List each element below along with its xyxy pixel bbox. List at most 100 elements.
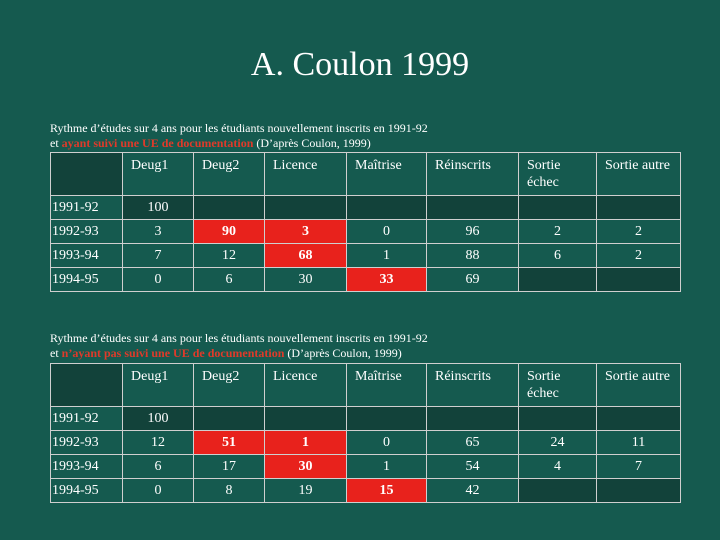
table-row: 1993-94 6 17 30 1 54 4 7 <box>50 454 681 479</box>
table2-header-deug1: Deug1 <box>122 363 194 407</box>
table1-header-sortie-echec: Sortie échec <box>518 152 597 196</box>
table1-cell: 2 <box>518 219 597 244</box>
table1-header-deug1: Deug1 <box>122 152 194 196</box>
table2-cell: 17 <box>193 454 265 479</box>
table1-row-label: 1993-94 <box>50 243 123 268</box>
table1-caption-prefix: et <box>50 136 62 150</box>
table2-cell: 19 <box>264 478 347 503</box>
table2-cell: 100 <box>122 406 194 431</box>
table2-cell: 0 <box>122 478 194 503</box>
table2-cell-highlighted: 15 <box>346 478 427 503</box>
table1-cell-highlighted: 68 <box>264 243 347 268</box>
table1-caption: Rythme d’études sur 4 ans pour les étudi… <box>50 121 690 151</box>
table2-header-sortie-autre: Sortie autre <box>596 363 681 407</box>
table2-cell <box>596 478 681 503</box>
table2-row-label: 1991-92 <box>50 406 123 431</box>
table-row: 1992-93 3 90 3 0 96 2 2 <box>50 219 681 244</box>
table1-cell <box>346 195 427 220</box>
table2-cell: 54 <box>426 454 519 479</box>
table1-cell: 0 <box>346 219 427 244</box>
table1-cell: 100 <box>122 195 194 220</box>
table2-cell: 0 <box>346 430 427 455</box>
table1-header-licence: Licence <box>264 152 347 196</box>
table2-caption: Rythme d’études sur 4 ans pour les étudi… <box>50 331 690 361</box>
table2-header-row: Deug1 Deug2 Licence Maîtrise Réinscrits … <box>50 363 681 407</box>
table-row: 1994-95 0 8 19 15 42 <box>50 478 681 503</box>
table2-cell-highlighted: 30 <box>264 454 347 479</box>
table1-cell-highlighted: 33 <box>346 267 427 292</box>
table2-caption-line2: et n’ayant pas suivi une UE de documenta… <box>50 346 690 361</box>
table1-header-deug2: Deug2 <box>193 152 265 196</box>
table1-caption-line2: et ayant suivi une UE de documentation (… <box>50 136 690 151</box>
table1-header-maitrise: Maîtrise <box>346 152 427 196</box>
table2-cell: 24 <box>518 430 597 455</box>
table2-header-licence: Licence <box>264 363 347 407</box>
table2-cell <box>264 406 347 431</box>
table1-cell-highlighted: 3 <box>264 219 347 244</box>
table2-cell: 8 <box>193 478 265 503</box>
table1: Deug1 Deug2 Licence Maîtrise Réinscrits … <box>50 152 681 292</box>
table2-caption-line1: Rythme d’études sur 4 ans pour les étudi… <box>50 331 428 345</box>
table2-cell-highlighted: 1 <box>264 430 347 455</box>
table1-cell: 69 <box>426 267 519 292</box>
table2-header-corner <box>50 363 123 407</box>
table2-caption-highlight: n’ayant pas suivi une UE de documentatio… <box>61 346 285 360</box>
table2-cell: 65 <box>426 430 519 455</box>
table2-header-sortie-echec: Sortie échec <box>518 363 597 407</box>
table1-cell: 6 <box>193 267 265 292</box>
table1-cell: 1 <box>346 243 427 268</box>
table1-header-corner <box>50 152 123 196</box>
table1-cell: 6 <box>518 243 597 268</box>
table1-cell-highlighted: 90 <box>193 219 265 244</box>
table2-cell: 7 <box>596 454 681 479</box>
table1-cell <box>596 267 681 292</box>
table2-header-reinscrits: Réinscrits <box>426 363 519 407</box>
table1-row-label: 1994-95 <box>50 267 123 292</box>
table2-cell: 12 <box>122 430 194 455</box>
table-row: 1994-95 0 6 30 33 69 <box>50 267 681 292</box>
table1-cell <box>426 195 519 220</box>
table2-cell: 4 <box>518 454 597 479</box>
table2-cell <box>346 406 427 431</box>
table1-cell <box>264 195 347 220</box>
table2-cell <box>193 406 265 431</box>
table1-cell <box>193 195 265 220</box>
table1-row-label: 1992-93 <box>50 219 123 244</box>
table1-cell: 96 <box>426 219 519 244</box>
table1-header-sortie-autre: Sortie autre <box>596 152 681 196</box>
table1-row-label: 1991-92 <box>50 195 123 220</box>
table1-cell: 3 <box>122 219 194 244</box>
table2-row-label: 1994-95 <box>50 478 123 503</box>
table1-cell <box>518 267 597 292</box>
table1-cell: 88 <box>426 243 519 268</box>
table2-row-label: 1993-94 <box>50 454 123 479</box>
table2-cell: 42 <box>426 478 519 503</box>
table1-cell: 12 <box>193 243 265 268</box>
table1-caption-suffix: (D’après Coulon, 1999) <box>253 136 371 150</box>
table2-cell: 6 <box>122 454 194 479</box>
table2-cell <box>518 406 597 431</box>
page-title: A. Coulon 1999 <box>250 46 470 83</box>
table2-caption-prefix: et <box>50 346 62 360</box>
table-row: 1991-92 100 <box>50 195 681 220</box>
table1-caption-line1: Rythme d’études sur 4 ans pour les étudi… <box>50 121 428 135</box>
table1-cell: 2 <box>596 243 681 268</box>
table1-header-row: Deug1 Deug2 Licence Maîtrise Réinscrits … <box>50 152 681 196</box>
table2-cell: 11 <box>596 430 681 455</box>
table2-caption-suffix: (D’après Coulon, 1999) <box>284 346 402 360</box>
table-row: 1993-94 7 12 68 1 88 6 2 <box>50 243 681 268</box>
table1-cell: 7 <box>122 243 194 268</box>
table2-row-label: 1992-93 <box>50 430 123 455</box>
table2-cell <box>596 406 681 431</box>
table2-header-deug2: Deug2 <box>193 363 265 407</box>
table1-header-reinscrits: Réinscrits <box>426 152 519 196</box>
table1-cell <box>596 195 681 220</box>
table2-cell <box>426 406 519 431</box>
table-row: 1991-92 100 <box>50 406 681 431</box>
table2-cell: 1 <box>346 454 427 479</box>
table2: Deug1 Deug2 Licence Maîtrise Réinscrits … <box>50 363 681 503</box>
table1-cell: 2 <box>596 219 681 244</box>
table1-caption-highlight: ayant suivi une UE de documentation <box>61 136 254 150</box>
table1-cell <box>518 195 597 220</box>
table2-cell <box>518 478 597 503</box>
